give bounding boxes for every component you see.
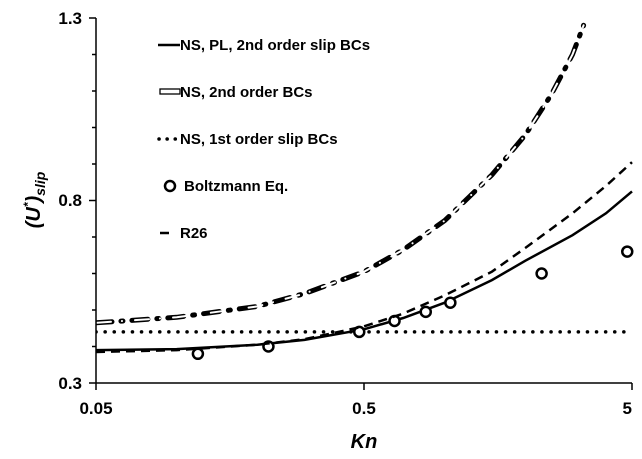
series-ns-2nd-order-bcs-line-inner	[96, 24, 585, 324]
series-boltzmann-eq-point	[419, 305, 433, 319]
x-axis-title: Kn	[351, 431, 378, 453]
legend-ns-2nd-order-bcs-label: NS, 2nd order BCs	[180, 84, 313, 101]
series-r26-line	[96, 161, 633, 354]
series-boltzmann-eq-point	[444, 296, 457, 309]
x-tick-label-mid: 0.5	[352, 399, 376, 418]
series-boltzmann-eq-point	[352, 325, 366, 339]
legend-ns-1st-order-slip-bcs: NS, 1st order slip BCs	[157, 131, 338, 148]
legend-r26-label: R26	[180, 225, 208, 242]
legend-boltzmann-eq-label: Boltzmann Eq.	[184, 178, 288, 195]
y-axis-title-sup: *	[21, 201, 35, 207]
tick-labels: 1.3 0.8 0.3 0.05 0.5 5	[58, 9, 632, 418]
y-axis-title: (U*)slip	[21, 171, 48, 228]
plot-area	[96, 22, 634, 361]
y-tick-label-top: 1.3	[58, 9, 82, 28]
ticks	[89, 17, 633, 390]
legend-boltzmann-eq-marker	[163, 179, 177, 193]
y-tick-label-bottom: 0.3	[58, 374, 82, 393]
svg-text:(U*)slip: (U*)slip	[21, 171, 48, 228]
legend-ns-2nd-order-bcs-marker	[159, 88, 181, 95]
legend-r26: R26	[160, 225, 208, 242]
series-boltzmann-eq-point	[191, 347, 205, 361]
series-boltzmann-eq-point	[620, 245, 634, 258]
legend-ns-pl-2nd-order-slip-bcs: NS, PL, 2nd order slip BCs	[158, 37, 370, 54]
series-group	[96, 22, 634, 361]
y-tick-label-mid: 0.8	[58, 191, 82, 210]
y-axis-title-main: (U	[23, 207, 45, 229]
legend-ns-2nd-order-bcs: NS, 2nd order BCs	[159, 84, 313, 101]
series-ns-2nd-order-bcs-line	[96, 22, 587, 326]
legend-ns-1st-order-slip-bcs-label: NS, 1st order slip BCs	[180, 131, 338, 148]
x-tick-label-left: 0.05	[79, 399, 112, 418]
legend: NS, PL, 2nd order slip BCs NS, 2nd order …	[157, 37, 370, 242]
x-tick-label-right: 5	[623, 399, 632, 418]
y-axis-title-sub: slip	[32, 171, 48, 196]
legend-ns-pl-2nd-order-slip-bcs-label: NS, PL, 2nd order slip BCs	[180, 37, 370, 54]
legend-boltzmann-eq: Boltzmann Eq.	[163, 178, 288, 195]
series-boltzmann-eq-point	[535, 267, 548, 280]
y-axis-title-close: )	[23, 196, 45, 205]
